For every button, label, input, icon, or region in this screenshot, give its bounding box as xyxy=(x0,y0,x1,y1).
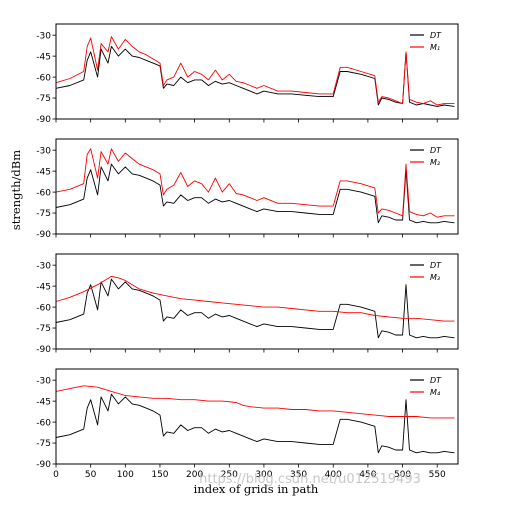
x-tick-label: 400 xyxy=(325,470,342,480)
x-tick-label: 550 xyxy=(429,470,446,480)
y-tick-label: -60 xyxy=(36,418,51,428)
y-tick-label: -90 xyxy=(36,345,51,355)
y-tick-label: -45 xyxy=(36,397,51,407)
series-line-2 xyxy=(55,385,455,419)
y-tick-label: -90 xyxy=(36,230,51,240)
x-tick-label: 50 xyxy=(85,470,97,480)
x-tick-label: 100 xyxy=(117,470,134,480)
subplots: -30-45-60-75-90DTM₁-30-45-60-75-90DTM₂-3… xyxy=(36,23,459,480)
y-tick-label: -75 xyxy=(36,209,51,219)
watermark: https://blog.csdn.net/u012519493 xyxy=(199,472,421,487)
y-tick-label: -90 xyxy=(36,460,51,470)
y-axis-label: strength/dBm xyxy=(9,150,23,230)
y-tick-label: -75 xyxy=(36,324,51,334)
x-tick-label: 150 xyxy=(151,470,168,480)
x-tick-label: 200 xyxy=(186,470,203,480)
series-line-1 xyxy=(55,163,455,224)
y-tick-label: -75 xyxy=(36,94,51,104)
x-tick-label: 500 xyxy=(394,470,411,480)
legend-label: M₂ xyxy=(430,158,441,167)
subplot-4: -30 -45 -60 -75 -900 50 100 150 200 250 300 350 400 4… xyxy=(36,368,459,480)
legend-label: M₄ xyxy=(430,388,441,397)
y-tick-label: -60 xyxy=(36,303,51,313)
y-tick-label: -60 xyxy=(36,73,51,83)
x-axis-label: index of grids in path xyxy=(194,482,319,496)
axes-frame xyxy=(55,368,459,465)
series-line-1 xyxy=(55,278,455,339)
series-line-2 xyxy=(55,275,455,322)
axes-frame xyxy=(55,138,459,235)
y-tick-label: -90 xyxy=(36,115,51,125)
legend-label: M₁ xyxy=(430,43,440,52)
legend-label: DT xyxy=(430,376,442,385)
legend-label: DT xyxy=(430,146,442,155)
legend-label: M₃ xyxy=(430,273,440,282)
x-tick-label: 350 xyxy=(290,470,307,480)
series-line-1 xyxy=(55,45,455,107)
x-tick-label: 450 xyxy=(359,470,376,480)
axes-frame xyxy=(55,253,459,350)
x-tick-label: 0 xyxy=(53,470,59,480)
subplot-1: -30 -45 -60 -75 -90 DT M₁ xyxy=(36,23,459,125)
y-tick-label: -30 xyxy=(36,376,51,386)
y-tick-label: -30 xyxy=(36,146,51,156)
legend-label: DT xyxy=(430,31,442,40)
y-tick-label: -75 xyxy=(36,439,51,449)
series-line-2 xyxy=(55,36,455,106)
series-line-2 xyxy=(55,148,455,218)
y-tick-label: -30 xyxy=(36,261,51,271)
x-tick-label: 300 xyxy=(255,470,272,480)
y-tick-label: -45 xyxy=(36,167,51,177)
y-tick-label: -30 xyxy=(36,31,51,41)
y-tick-label: -60 xyxy=(36,188,51,198)
subplot-2: -30 -45 -60 -75 -90 DT M₂ xyxy=(36,138,459,240)
y-tick-label: -45 xyxy=(36,282,51,292)
axes-frame xyxy=(55,23,459,120)
x-tick-label: 250 xyxy=(221,470,238,480)
series-line-1 xyxy=(55,393,455,454)
y-tick-label: -45 xyxy=(36,52,51,62)
subplot-3: -30 -45 -60 -75 -90 DT M₃ xyxy=(36,253,459,355)
legend-label: DT xyxy=(430,261,442,270)
